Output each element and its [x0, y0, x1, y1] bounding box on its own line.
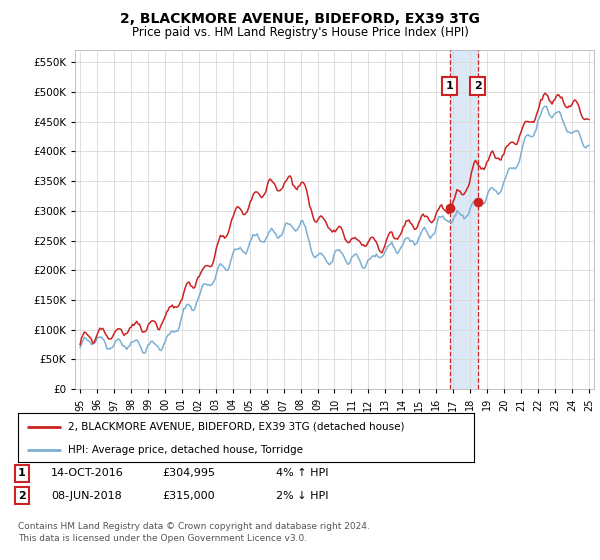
Text: 2: 2	[474, 81, 482, 91]
Text: Contains HM Land Registry data © Crown copyright and database right 2024.
This d: Contains HM Land Registry data © Crown c…	[18, 522, 370, 543]
Text: £304,995: £304,995	[162, 468, 215, 478]
Text: 2: 2	[18, 491, 26, 501]
Bar	[449, 50, 478, 389]
Text: 1: 1	[446, 81, 454, 91]
Text: 08-JUN-2018: 08-JUN-2018	[51, 491, 122, 501]
Text: 2, BLACKMORE AVENUE, BIDEFORD, EX39 3TG (detached house): 2, BLACKMORE AVENUE, BIDEFORD, EX39 3TG …	[68, 422, 404, 432]
Text: HPI: Average price, detached house, Torridge: HPI: Average price, detached house, Torr…	[68, 445, 303, 455]
Text: 2% ↓ HPI: 2% ↓ HPI	[276, 491, 329, 501]
Text: £315,000: £315,000	[162, 491, 215, 501]
Text: 14-OCT-2016: 14-OCT-2016	[51, 468, 124, 478]
Text: 1: 1	[18, 468, 26, 478]
Text: Price paid vs. HM Land Registry's House Price Index (HPI): Price paid vs. HM Land Registry's House …	[131, 26, 469, 39]
Text: 2, BLACKMORE AVENUE, BIDEFORD, EX39 3TG: 2, BLACKMORE AVENUE, BIDEFORD, EX39 3TG	[120, 12, 480, 26]
Text: 4% ↑ HPI: 4% ↑ HPI	[276, 468, 329, 478]
